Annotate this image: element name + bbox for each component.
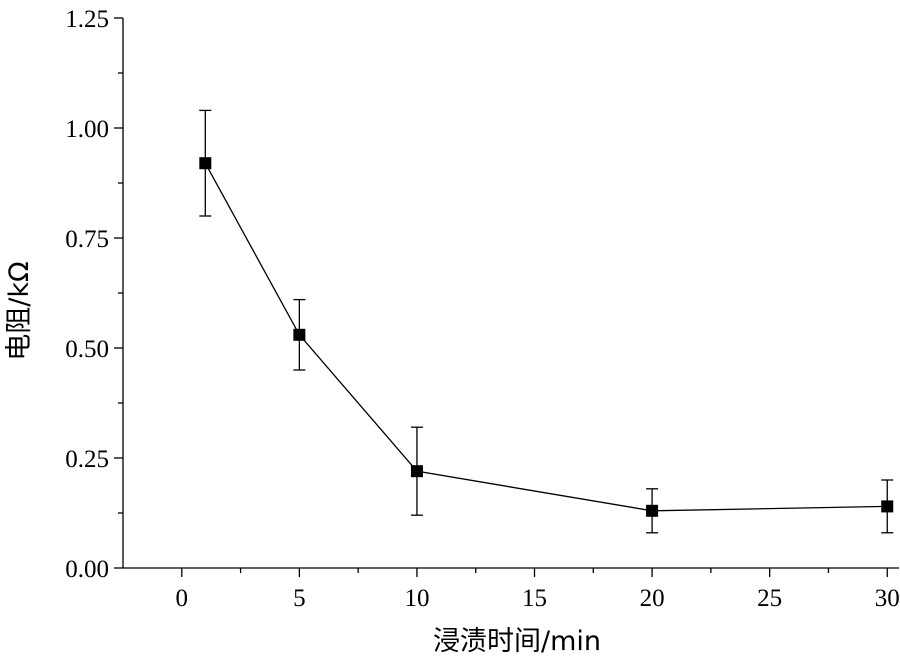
x-tick-label: 10 [404, 585, 429, 612]
x-axis-ticks: 0 5 10 15 20 25 30 [176, 568, 900, 612]
x-tick-label: 20 [640, 585, 665, 612]
data-point-marker [293, 328, 306, 341]
data-point-marker [881, 500, 894, 513]
data-markers [199, 157, 894, 517]
series-lines [204, 162, 888, 512]
y-tick-label: 0.50 [65, 336, 109, 363]
error-bars [199, 109, 894, 534]
y-tick-label: 1.00 [65, 116, 109, 143]
x-tick-label: 30 [875, 585, 900, 612]
y-tick-label: 0.00 [65, 556, 109, 583]
axes [122, 18, 899, 569]
data-point-marker [410, 465, 423, 478]
x-tick-label: 15 [522, 585, 547, 612]
y-axis-title: 电阻/kΩ [4, 261, 35, 360]
y-tick-label: 0.75 [65, 226, 109, 253]
x-tick-label: 25 [757, 585, 782, 612]
data-point-marker [646, 504, 659, 517]
data-point-marker [199, 157, 212, 170]
x-axis-title: 浸渍时间/min [433, 626, 601, 657]
y-tick-label: 1.25 [65, 6, 109, 33]
x-tick-label: 5 [293, 585, 306, 612]
x-tick-label: 0 [176, 585, 189, 612]
series-line [204, 162, 888, 512]
y-tick-label: 0.25 [65, 446, 109, 473]
y-axis-ticks: 0.00 0.25 0.50 0.75 1.00 1.25 [65, 6, 123, 583]
